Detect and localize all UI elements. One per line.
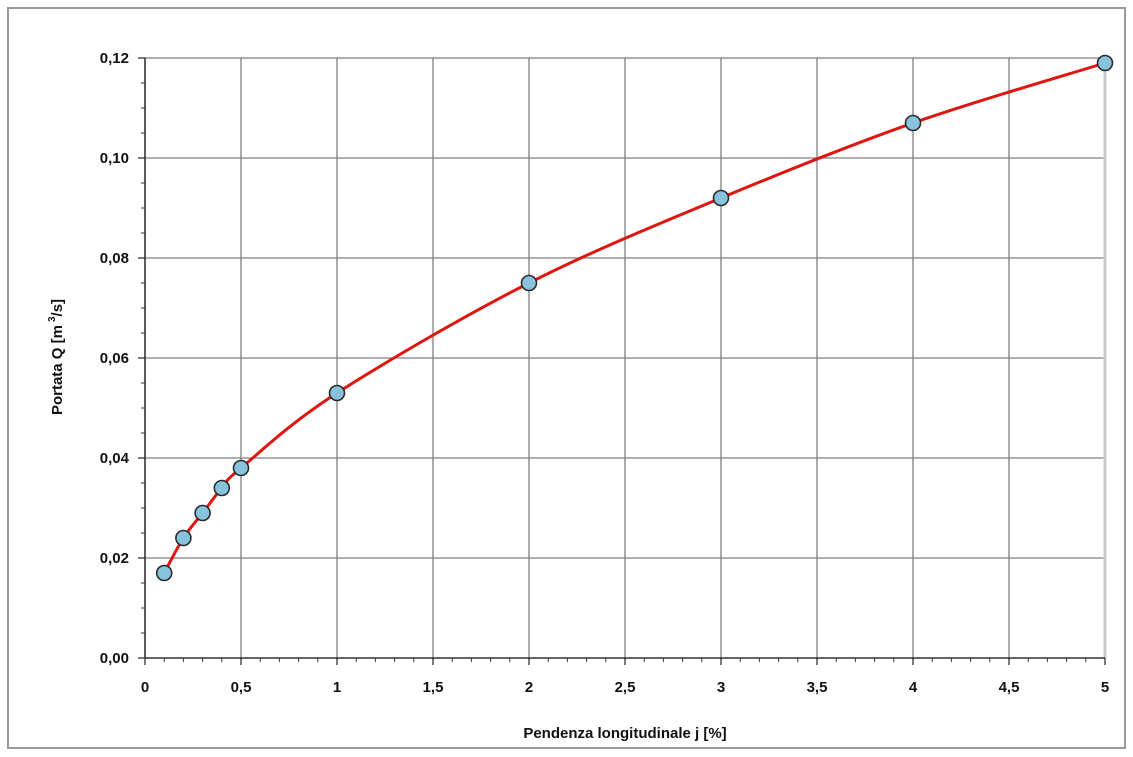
- grid-lines: [145, 57, 1107, 658]
- y-axis-title: Portata Q [m 3/s]: [47, 299, 66, 415]
- y-tick-label: 0,08: [100, 250, 129, 267]
- data-point: [213, 479, 231, 497]
- axes: [138, 57, 1106, 665]
- data-point: [520, 274, 538, 292]
- x-tick-label: 1: [333, 679, 341, 696]
- x-axis-title: Pendenza longitudinale j [%]: [523, 725, 726, 742]
- y-axis-title-superscript: 3: [47, 316, 58, 322]
- y-tick-label: 0,00: [100, 650, 129, 667]
- data-point: [904, 114, 922, 132]
- x-tick-label: 3: [717, 679, 725, 696]
- x-tick-label: 5: [1101, 679, 1109, 696]
- data-point: [175, 529, 192, 547]
- x-tick-label: 0: [141, 679, 149, 696]
- data-point: [712, 189, 730, 207]
- x-tick-label: 4,5: [999, 679, 1020, 696]
- data-point: [328, 384, 346, 402]
- y-axis-title-tail: /s]: [49, 299, 66, 317]
- series-markers: [155, 54, 1114, 582]
- data-point: [194, 504, 211, 522]
- x-tick-label: 2,5: [615, 679, 636, 696]
- y-tick-label: 0,02: [100, 550, 129, 567]
- chart-frame: [7, 7, 1126, 749]
- y-tick-label: 0,06: [100, 350, 129, 367]
- data-point: [232, 459, 250, 477]
- x-tick-label: 3,5: [807, 679, 828, 696]
- y-tick-labels: 0,00 0,02 0,04 0,06 0,08 0,10 0,12: [100, 50, 130, 667]
- y-tick-label: 0,12: [100, 50, 129, 67]
- y-axis-title-main: Portata Q [m: [49, 325, 66, 415]
- y-tick-label: 0,10: [100, 150, 129, 167]
- x-tick-label: 2: [525, 679, 533, 696]
- data-point: [1096, 54, 1114, 72]
- x-tick-label: 1,5: [423, 679, 444, 696]
- y-tick-label: 0,04: [100, 450, 130, 467]
- x-tick-label: 4: [909, 679, 918, 696]
- x-tick-labels: 0 0,5 1 1,5 2 2,5 3 3,5 4 4,5 5: [141, 679, 1109, 696]
- x-tick-label: 0,5: [231, 679, 252, 696]
- data-point: [155, 564, 173, 582]
